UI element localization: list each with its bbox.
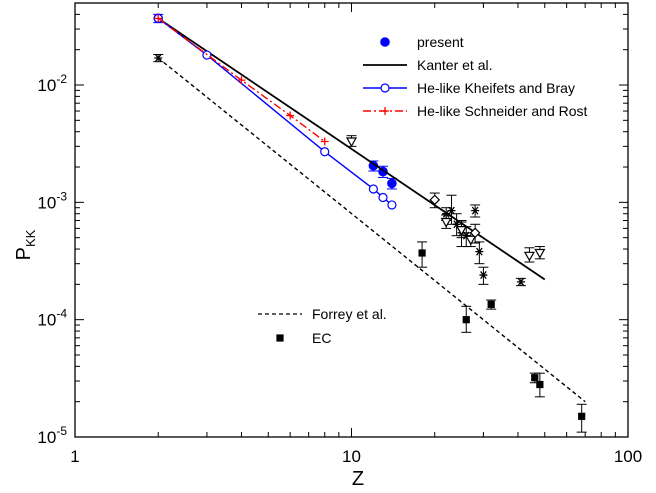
data-point [418, 249, 426, 257]
legend-entry: He-like Schneider and Rost [363, 103, 588, 119]
y-tick-exp: -5 [56, 424, 67, 438]
data-point [387, 200, 397, 210]
data-point [320, 137, 329, 146]
y-axis-title-main: P [13, 247, 35, 260]
data-point [456, 225, 468, 236]
legend-label: Forrey et al. [312, 306, 387, 322]
data-point [465, 235, 477, 246]
series-series-8 [429, 192, 481, 244]
series-line [157, 17, 393, 206]
data-point [523, 251, 535, 262]
y-tick-base: 10 [37, 311, 56, 330]
legend-top: present Kanter et al. He-like Kheifets and… [363, 34, 588, 119]
y-axis-title: PKK [13, 229, 38, 260]
series-he-like-kheifets-and-bray [153, 13, 397, 210]
legend-bottom: Forrey et al. EC [258, 306, 387, 346]
data-point [536, 380, 544, 389]
legend-marker [380, 37, 390, 47]
plot-frame [74, 2, 629, 438]
series-line [157, 17, 326, 143]
x-tick-label: 10 [342, 447, 361, 466]
data-point [237, 76, 246, 85]
chart-marks [153, 13, 587, 433]
y-tick-label: 10-3 [37, 189, 67, 212]
series-he-like-schneider-and-rost [154, 14, 329, 146]
series-ec [417, 241, 587, 433]
x-tick-label: 100 [614, 447, 642, 466]
legend-marker [381, 107, 389, 115]
y-tick-exp: -2 [56, 72, 67, 86]
data-point [154, 14, 163, 23]
data-point [516, 277, 525, 286]
data-point [462, 316, 470, 324]
series-series-7 [345, 135, 546, 263]
data-point [447, 206, 456, 215]
data-point [378, 192, 388, 203]
legend-entry: He-like Kheifets and Bray [363, 80, 575, 96]
data-point [471, 206, 480, 215]
legend-label: He-like Schneider and Rost [417, 103, 588, 119]
data-point [345, 137, 358, 148]
data-point [387, 178, 397, 189]
data-point [429, 194, 441, 206]
data-point [286, 111, 295, 120]
series-line [157, 17, 546, 281]
series-kanter-et-al- [157, 17, 546, 281]
legend-entry: EC [276, 330, 331, 346]
legend-entry: present [380, 34, 464, 50]
data-point [320, 147, 330, 157]
y-tick-label: 10-2 [37, 72, 67, 95]
y-tick-label: 10-4 [37, 307, 67, 330]
data-point [475, 247, 484, 256]
series-series-6 [153, 53, 526, 287]
legend-entry: Forrey et al. [258, 306, 387, 322]
data-point [469, 227, 481, 239]
y-tick-exp: -3 [56, 189, 67, 203]
data-point [531, 374, 539, 382]
y-axis-title-sub: KK [23, 229, 38, 247]
legend-label: present [417, 34, 464, 50]
legend-label: Kanter et al. [417, 57, 493, 73]
data-point [534, 248, 546, 259]
x-axis-title: Z [352, 468, 364, 490]
y-tick-base: 10 [37, 76, 56, 95]
series-line [157, 57, 586, 403]
x-tick-label: 1 [70, 447, 79, 466]
data-point [154, 53, 163, 62]
data-point [578, 412, 586, 420]
legend-label: He-like Kheifets and Bray [417, 80, 575, 96]
data-point [440, 217, 452, 228]
y-tick-base: 10 [37, 428, 56, 447]
data-point [368, 184, 378, 194]
y-tick-exp: -4 [56, 307, 67, 321]
legend-marker [380, 83, 390, 93]
data-point [479, 271, 488, 280]
series-forrey-et-al- [157, 57, 586, 403]
legend-label: EC [312, 330, 331, 346]
legend-marker [276, 334, 284, 342]
legend-entry: Kanter et al. [363, 57, 493, 73]
y-tick-base: 10 [37, 193, 56, 212]
y-tick-label: 10-5 [37, 424, 67, 447]
data-point [487, 300, 495, 308]
